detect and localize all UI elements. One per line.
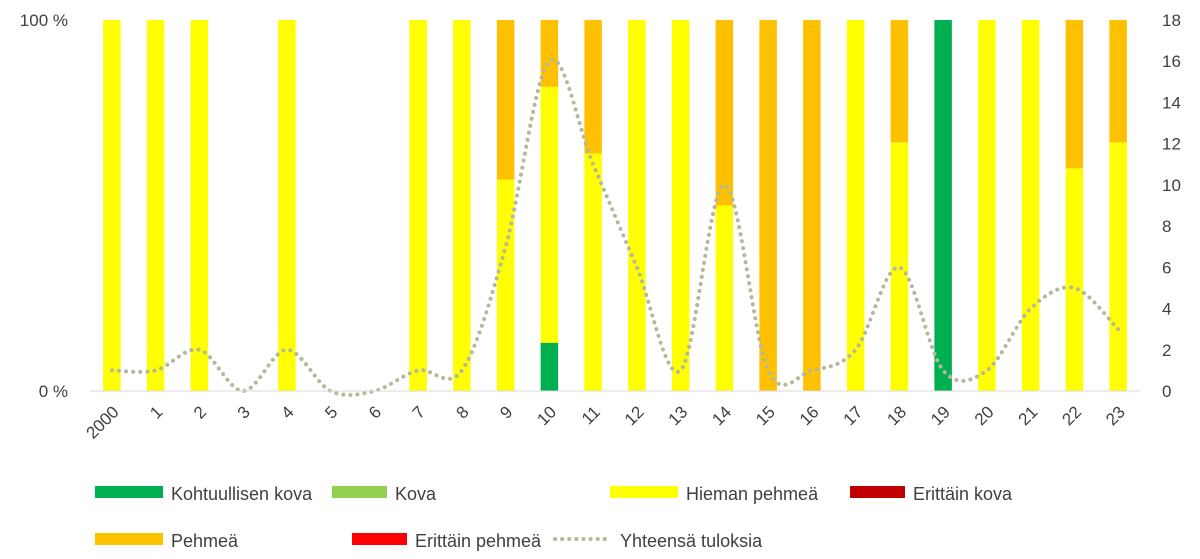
left-axis-tick-label: 0 % bbox=[39, 382, 68, 401]
legend-item-kova: Kova bbox=[332, 484, 437, 504]
bar-segment-14-pehmeä bbox=[715, 20, 734, 206]
legend-item-erittäin-kova: Erittäin kova bbox=[850, 484, 1013, 504]
legend-swatch bbox=[850, 486, 905, 498]
x-axis-tick-label: 14 bbox=[708, 402, 735, 429]
legend-label: Kohtuullisen kova bbox=[171, 484, 313, 504]
series-line-yhteensä-tuloksia bbox=[109, 57, 1121, 397]
bar-segment-18-pehmeä bbox=[890, 20, 909, 143]
right-axis-tick-label: 16 bbox=[1162, 52, 1181, 71]
bar-segment-20-hieman-pehmeä bbox=[978, 20, 996, 391]
bar-segment-18-hieman-pehmeä bbox=[890, 142, 909, 391]
legend-swatch bbox=[352, 533, 407, 545]
right-axis-tick-label: 2 bbox=[1162, 341, 1171, 360]
x-axis-tick-label: 19 bbox=[927, 402, 954, 429]
legend-label: Kova bbox=[395, 484, 437, 504]
bar-segment-11-pehmeä bbox=[584, 20, 602, 154]
bar-segment-8-hieman-pehmeä bbox=[453, 20, 471, 391]
bar-segment-11-hieman-pehmeä bbox=[584, 153, 602, 391]
right-axis-tick-label: 18 bbox=[1162, 11, 1181, 30]
bar-segment-14-hieman-pehmeä bbox=[715, 205, 734, 391]
legend-swatch bbox=[95, 533, 163, 545]
right-axis-tick-label: 10 bbox=[1162, 176, 1181, 195]
legend-item-kohtuullisen-kova: Kohtuullisen kova bbox=[95, 484, 313, 504]
bar-segment-13-hieman-pehmeä bbox=[671, 20, 690, 391]
legend-label: Erittäin pehmeä bbox=[415, 531, 542, 551]
bar-segment-9-hieman-pehmeä bbox=[496, 179, 515, 391]
bar-segment-17-hieman-pehmeä bbox=[846, 20, 865, 391]
x-axis-tick-label: 1 bbox=[146, 402, 166, 422]
x-axis-tick-label: 2 bbox=[190, 402, 210, 422]
x-axis-tick-label: 21 bbox=[1015, 402, 1042, 429]
legend-label: Erittäin kova bbox=[913, 484, 1013, 504]
bar-segment-4-hieman-pehmeä bbox=[278, 20, 296, 391]
x-axis-tick-label: 20 bbox=[971, 402, 998, 429]
legend: Kohtuullisen kova Kova Hieman pehmeä Erittä… bbox=[95, 484, 1013, 551]
bar-segment-22-hieman-pehmeä bbox=[1065, 168, 1084, 391]
x-axis-tick-label: 3 bbox=[234, 402, 254, 422]
x-axis-tick-label: 18 bbox=[883, 402, 910, 429]
bar-segment-16-pehmeä bbox=[803, 20, 821, 391]
right-axis-tick-label: 8 bbox=[1162, 217, 1171, 236]
bar-segment-2-hieman-pehmeä bbox=[190, 20, 209, 391]
bar-segment-12-hieman-pehmeä bbox=[628, 20, 646, 391]
x-axis-tick-label: 4 bbox=[278, 402, 298, 422]
legend-label: Pehmeä bbox=[171, 531, 239, 551]
bar-segment-15-pehmeä bbox=[759, 20, 777, 391]
x-axis-tick-label: 7 bbox=[409, 402, 429, 422]
right-axis-tick-label: 6 bbox=[1162, 258, 1171, 277]
bar-segment-10-hieman-pehmeä bbox=[540, 86, 559, 343]
x-axis-tick-label: 11 bbox=[578, 402, 604, 428]
legend-swatch bbox=[332, 486, 387, 498]
x-axis-tick-label: 5 bbox=[321, 402, 341, 422]
x-axis-tick-label: 22 bbox=[1058, 402, 1085, 429]
legend-swatch bbox=[95, 486, 163, 498]
x-axis-tick-label: 2000 bbox=[83, 402, 123, 442]
legend-item-pehmeä: Pehmeä bbox=[95, 531, 239, 551]
x-axis-tick-label: 12 bbox=[621, 402, 648, 429]
x-axis-tick-label: 17 bbox=[840, 402, 867, 429]
x-axis-tick-label: 10 bbox=[533, 402, 560, 429]
x-axis-tick-label: 16 bbox=[796, 402, 823, 429]
x-axis-tick-label: 15 bbox=[752, 402, 779, 429]
legend-swatch bbox=[610, 486, 678, 498]
x-axis-tick-label: 9 bbox=[496, 402, 516, 422]
right-axis-tick-label: 4 bbox=[1162, 300, 1171, 319]
bar-segment-19-kohtuullisen-kova bbox=[934, 20, 952, 391]
bar-segment-2000-hieman-pehmeä bbox=[103, 20, 121, 391]
legend-item-hieman-pehmeä: Hieman pehmeä bbox=[610, 484, 819, 504]
line-layer bbox=[109, 57, 1121, 397]
right-axis-tick-label: 14 bbox=[1162, 93, 1181, 112]
legend-item-erittäin-pehmeä: Erittäin pehmeä bbox=[352, 531, 542, 551]
right-axis-tick-label: 0 bbox=[1162, 382, 1171, 401]
x-axis-tick-label: 8 bbox=[453, 402, 473, 422]
bar-segment-23-hieman-pehmeä bbox=[1109, 142, 1127, 391]
legend-label: Yhteensä tuloksia bbox=[620, 531, 763, 551]
bars-layer bbox=[103, 20, 1127, 391]
right-axis-tick-label: 12 bbox=[1162, 135, 1181, 154]
legend-label: Hieman pehmeä bbox=[686, 484, 819, 504]
x-axis-tick-label: 23 bbox=[1102, 402, 1129, 429]
x-axis-tick-label: 13 bbox=[665, 402, 692, 429]
legend-item-yhteensä-tuloksia: Yhteensä tuloksia bbox=[553, 531, 763, 551]
x-axis-tick-label: 6 bbox=[365, 402, 385, 422]
bar-segment-22-pehmeä bbox=[1065, 20, 1084, 169]
left-axis-tick-label: 100 % bbox=[20, 11, 68, 30]
bar-segment-9-pehmeä bbox=[496, 20, 515, 180]
bar-segment-10-kohtuullisen-kova bbox=[540, 342, 559, 391]
bar-segment-23-pehmeä bbox=[1109, 20, 1127, 143]
bar-segment-21-hieman-pehmeä bbox=[1021, 20, 1040, 391]
bar-segment-7-hieman-pehmeä bbox=[409, 20, 427, 391]
bar-segment-1-hieman-pehmeä bbox=[146, 20, 165, 391]
